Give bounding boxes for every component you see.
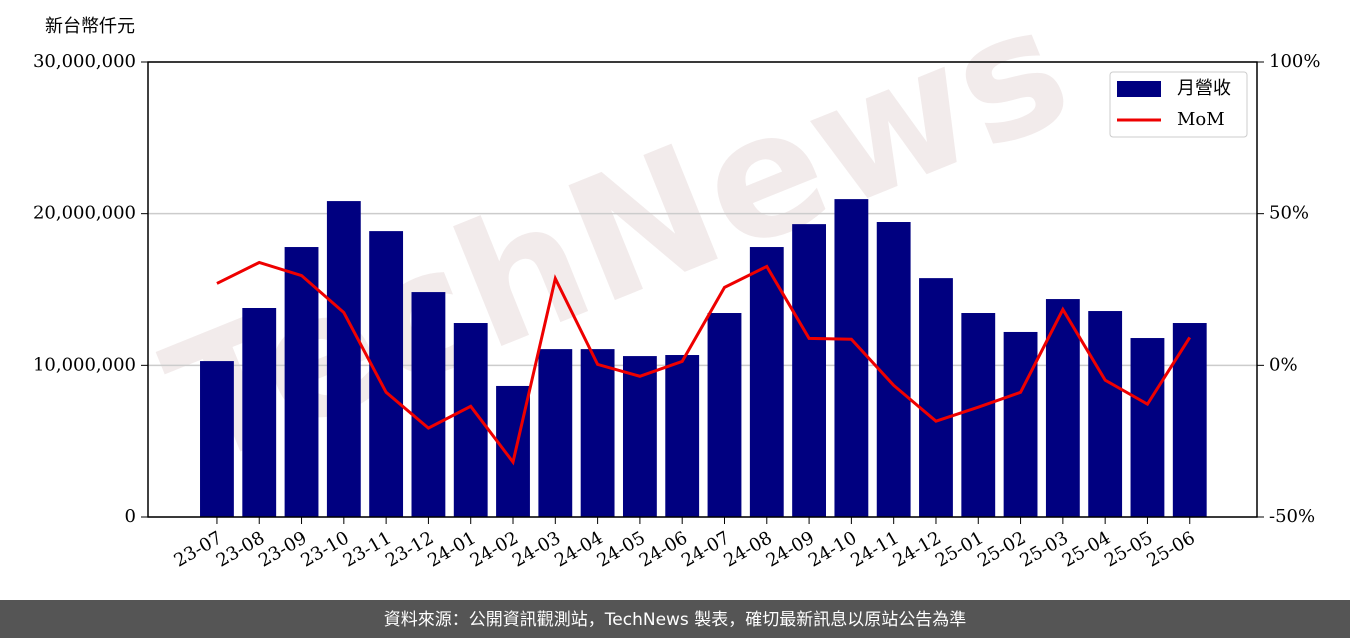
bar (242, 308, 277, 517)
bar (749, 247, 784, 518)
bar (200, 361, 234, 517)
y-tick-label: 10,000,000 (33, 354, 136, 375)
bar (1045, 299, 1080, 517)
line (216, 260, 1192, 466)
y-tick-label: 20,000,000 (33, 203, 136, 224)
legend: 月營收 MoM (1109, 71, 1248, 138)
bar (538, 349, 573, 517)
bar (876, 222, 911, 517)
y-tick-label: 0 (125, 506, 136, 527)
legend-label: MoM (1177, 109, 1225, 130)
bar (919, 278, 953, 517)
plot-frame (147, 61, 1258, 518)
bar (369, 231, 404, 517)
bar (284, 247, 319, 518)
y-tick-label: 30,000,000 (33, 51, 136, 72)
bar (792, 224, 827, 518)
bar (1172, 323, 1207, 517)
legend-swatch (1117, 81, 1161, 97)
bar (665, 355, 700, 517)
bar (1130, 338, 1165, 517)
y2-tick-label: 0% (1269, 354, 1298, 375)
footer-bar (0, 600, 1350, 638)
bar (622, 356, 657, 517)
bar (1003, 331, 1038, 517)
bar (580, 349, 615, 517)
footer-text: 資料來源：公開資訊觀測站，TechNews 製表，確切最新訊息以原站公告為準 (384, 610, 966, 630)
x-tick-label: 25-06 (1143, 527, 1198, 571)
bar (707, 313, 742, 517)
bar (411, 292, 446, 517)
bar (326, 201, 361, 517)
y-axis-label: 新台幣仟元 (45, 16, 135, 37)
legend-label: 月營收 (1177, 78, 1231, 99)
y2-tick-label: -50% (1269, 506, 1315, 527)
bar (961, 313, 996, 517)
y2-tick-label: 50% (1269, 203, 1309, 224)
bar (834, 199, 869, 517)
y2-tick-label: 100% (1269, 51, 1320, 72)
bar (1088, 311, 1123, 517)
